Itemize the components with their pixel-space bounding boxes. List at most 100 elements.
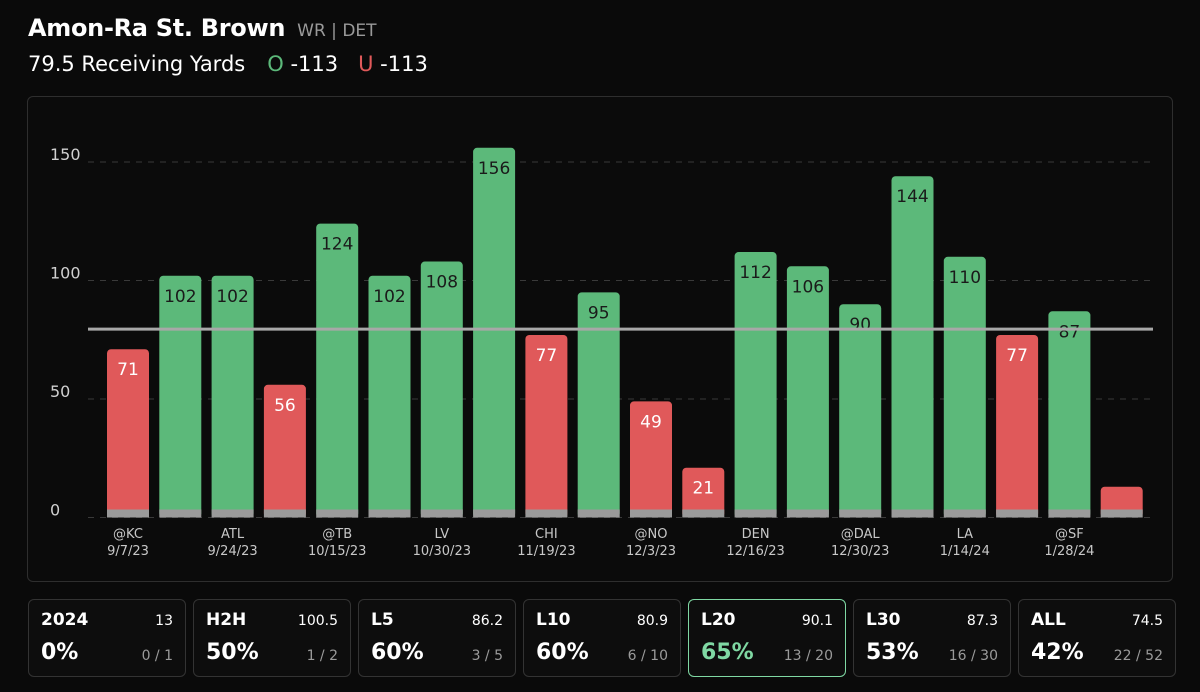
x-tick-date: 9/7/23 [107, 544, 149, 559]
x-tick-opponent: LV [434, 527, 449, 542]
stat-card-2024[interactable]: 2024 13 0% 0 / 1 [28, 599, 186, 677]
x-tick-date: 9/24/23 [208, 544, 258, 559]
bar-value-label: 77 [536, 346, 558, 366]
stat-hit-rate: 60% [371, 640, 424, 665]
bar-base [159, 509, 202, 518]
under-letter: U [358, 52, 374, 76]
stat-card-l30[interactable]: L30 87.3 53% 16 / 30 [853, 599, 1011, 677]
stat-card-l20[interactable]: L20 90.1 65% 13 / 20 [688, 599, 846, 677]
bar-chart: 0 50 100 150 71 102 102 56 124 102 108 156 77 95 49 21 1… [50, 145, 1153, 559]
bar [577, 292, 620, 518]
under-odds[interactable]: U -113 [358, 52, 428, 76]
x-tick-opponent: ATL [221, 527, 245, 542]
bar-base [368, 509, 411, 518]
x-tick-date: 1/14/24 [940, 544, 990, 559]
bar [525, 335, 568, 518]
bar [316, 223, 359, 518]
bar-base [734, 509, 777, 518]
bar-value-label: 110 [949, 268, 981, 288]
x-tick-date: 12/30/23 [831, 544, 889, 559]
stat-record: 16 / 30 [948, 648, 998, 664]
bar-base [786, 509, 829, 518]
bar-base [682, 509, 725, 518]
bar-value-label: 49 [640, 412, 662, 432]
x-tick-date: 11/19/23 [517, 544, 575, 559]
bar-base [630, 509, 672, 518]
player-meta: WR | DET [297, 21, 377, 41]
bar-base [943, 509, 986, 518]
stat-hit-rate: 53% [866, 640, 919, 665]
x-tick-date: 12/3/23 [626, 544, 676, 559]
x-tick-opponent: @NO [635, 527, 668, 542]
bar-value-label: 102 [373, 287, 405, 307]
stat-average: 86.2 [471, 613, 503, 629]
x-tick-opponent: DEN [742, 527, 770, 542]
x-tick-opponent: @DAL [841, 527, 881, 542]
bar-value-label: 102 [216, 287, 248, 307]
stat-label: L30 [866, 610, 901, 630]
stat-hit-rate: 65% [701, 640, 754, 665]
bar-base [211, 509, 254, 518]
prop-text: 79.5 Receiving Yards [28, 52, 246, 76]
stat-record: 0 / 1 [141, 648, 173, 664]
bar [682, 467, 725, 518]
stat-label: ALL [1031, 610, 1066, 630]
bar [368, 275, 411, 518]
bar [996, 335, 1039, 518]
x-tick-opponent: @SF [1055, 527, 1084, 542]
bar-base [420, 509, 463, 518]
stat-card-l5[interactable]: L5 86.2 60% 3 / 5 [358, 599, 516, 677]
bar-base [996, 509, 1039, 518]
stat-average: 80.9 [636, 613, 668, 629]
title-row: Amon-Ra St. Brown WR | DET [28, 14, 448, 42]
bar-value-label: 124 [321, 235, 353, 255]
x-tick-date: 1/28/24 [1044, 544, 1094, 559]
over-odds[interactable]: O -113 [267, 52, 338, 76]
stat-average: 100.5 [297, 613, 338, 629]
bar-base [316, 509, 359, 518]
stat-record: 13 / 20 [783, 648, 833, 664]
bar-base [839, 509, 882, 518]
stat-hit-rate: 0% [41, 640, 79, 665]
bar-value-label: 71 [117, 360, 139, 380]
x-tick-opponent: CHI [535, 527, 558, 542]
bar [630, 401, 672, 518]
bar [839, 304, 882, 518]
stat-hit-rate: 60% [536, 640, 589, 665]
stat-card-all[interactable]: ALL 74.5 42% 22 / 52 [1018, 599, 1176, 677]
stat-label: 2024 [41, 610, 89, 630]
bar [943, 256, 986, 518]
bar-base [263, 509, 306, 518]
bar-value-label: 108 [426, 273, 458, 293]
stat-card-h2h[interactable]: H2H 100.5 50% 1 / 2 [193, 599, 351, 677]
stat-record: 22 / 52 [1113, 648, 1163, 664]
y-tick-label: 0 [50, 501, 60, 520]
prop-line-row: 79.5 Receiving Yards O -113 U -113 [28, 52, 448, 76]
stat-card-l10[interactable]: L10 80.9 60% 6 / 10 [523, 599, 681, 677]
player-name[interactable]: Amon-Ra St. Brown [28, 14, 286, 42]
stat-average: 74.5 [1131, 613, 1163, 629]
stat-record: 1 / 2 [306, 648, 338, 664]
stat-hit-rate: 50% [206, 640, 259, 665]
bar-value-label: 21 [692, 479, 714, 499]
bar-value-label: 156 [478, 159, 510, 179]
stats-row: 2024 13 0% 0 / 1 H2H 100.5 50% 1 / 2 L5 86.2 60% 3 … [28, 599, 1176, 677]
bar-value-label: 77 [1006, 346, 1028, 366]
bar [734, 252, 777, 518]
x-tick-opponent: LA [957, 527, 974, 542]
bar [420, 261, 463, 518]
stat-label: L5 [371, 610, 394, 630]
bar [891, 176, 934, 518]
under-odds-value: -113 [380, 52, 428, 76]
stat-average: 13 [155, 613, 173, 629]
x-tick-date: 10/15/23 [308, 544, 366, 559]
chart-panel: 0 50 100 150 71 102 102 56 124 102 108 156 77 95 49 21 1… [27, 96, 1173, 582]
stat-record: 3 / 5 [471, 648, 503, 664]
bar-value-label: 87 [1059, 322, 1081, 342]
bar [107, 349, 149, 518]
bar-base [1048, 509, 1091, 518]
bar [263, 384, 306, 518]
x-tick-date: 10/30/23 [413, 544, 471, 559]
bar-value-label: 56 [274, 396, 296, 416]
over-odds-value: -113 [290, 52, 339, 76]
